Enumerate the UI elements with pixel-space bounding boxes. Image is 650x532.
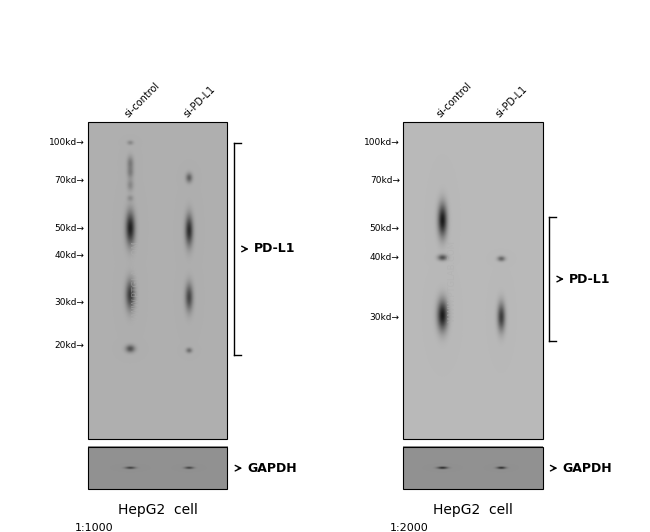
Text: HepG2  cell: HepG2 cell: [118, 503, 198, 517]
Text: 1:2000: 1:2000: [390, 523, 429, 532]
Text: 70kd→: 70kd→: [55, 177, 84, 186]
Text: HepG2  cell: HepG2 cell: [433, 503, 513, 517]
Bar: [88, 122, 227, 439]
Text: 1:1000: 1:1000: [75, 523, 113, 532]
Text: 100kd→: 100kd→: [49, 138, 84, 147]
Text: 20kd→: 20kd→: [55, 341, 84, 350]
Text: 50kd→: 50kd→: [55, 224, 84, 233]
Text: 40kd→: 40kd→: [55, 251, 84, 260]
Bar: [88, 447, 227, 489]
Text: 30kd→: 30kd→: [370, 312, 400, 321]
Text: PD-L1: PD-L1: [254, 243, 295, 255]
Text: 70kd→: 70kd→: [370, 177, 400, 186]
Text: WWW.PTGLAB.COM: WWW.PTGLAB.COM: [132, 240, 141, 321]
Text: si-PD-L1: si-PD-L1: [181, 84, 216, 120]
Text: si-PD-L1: si-PD-L1: [494, 84, 529, 120]
Text: si-control: si-control: [123, 81, 162, 120]
Bar: [403, 447, 543, 489]
Text: GAPDH: GAPDH: [247, 462, 296, 475]
Text: si-control: si-control: [435, 81, 474, 120]
Text: GAPDH: GAPDH: [562, 462, 612, 475]
Text: 30kd→: 30kd→: [55, 298, 84, 307]
Text: 50kd→: 50kd→: [370, 224, 400, 233]
Text: WWW.PTGLAB.COM: WWW.PTGLAB.COM: [447, 240, 456, 321]
Text: 40kd→: 40kd→: [370, 253, 400, 262]
Text: PD-L1: PD-L1: [569, 272, 610, 286]
Bar: [403, 122, 543, 439]
Text: 100kd→: 100kd→: [364, 138, 400, 147]
